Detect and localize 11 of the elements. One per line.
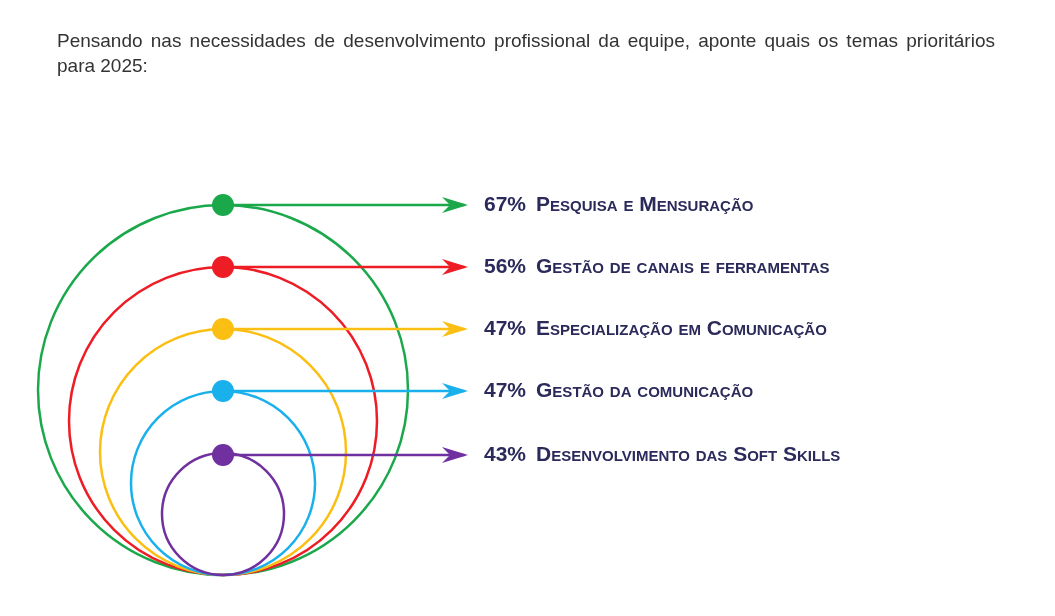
data-label: 43% <box>484 441 527 465</box>
data-label: 67% <box>484 191 527 215</box>
data-label: 56% <box>484 253 527 277</box>
category-label: Desenvolvimento das Soft Skills <box>536 441 841 465</box>
data-label: 47% <box>484 377 527 401</box>
text: Pensando nas necessidades de desenvolvimento profissional da equipe, aponte quais os temas prioritários para 2025: <box>57 29 995 78</box>
category-label: Gestão de canais e ferramentas <box>536 253 830 277</box>
category-label: Pesquisa e Mensuração <box>536 191 754 215</box>
category-label: Gestão da comunicação <box>536 377 754 401</box>
data-label: 47% <box>484 315 527 339</box>
category-label: Especialização em Comunicação <box>536 315 828 339</box>
